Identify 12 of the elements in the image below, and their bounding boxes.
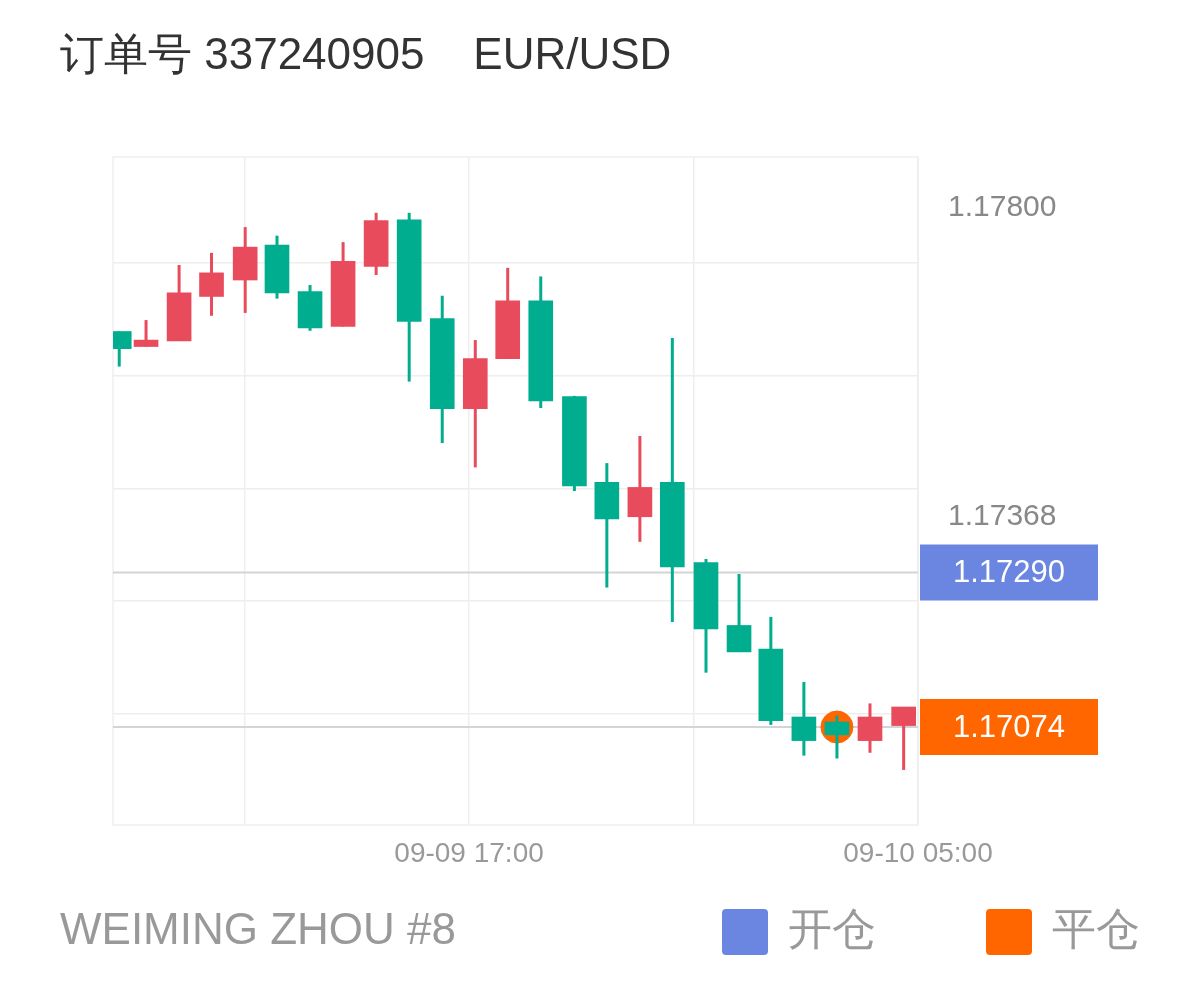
candlestick: [495, 266, 521, 360]
ref-line-label: 1.17074: [952, 708, 1066, 744]
y-tick-label: 1.17800: [948, 189, 1057, 223]
candlestick: [462, 340, 488, 468]
legend-label: 开仓: [788, 904, 876, 954]
legend-label: 平仓: [1052, 904, 1140, 954]
ref-line-label: 1.17290: [952, 554, 1066, 590]
x-tick-label: 09-10 05:00: [843, 836, 993, 868]
text: WEIMING ZHOU #8: [60, 904, 457, 954]
chart-title: 订单号 337240905 EUR/USD: [60, 29, 672, 79]
y-tick-label: 1.17368: [948, 498, 1057, 532]
x-tick-label: 09-09 17:00: [394, 836, 544, 868]
